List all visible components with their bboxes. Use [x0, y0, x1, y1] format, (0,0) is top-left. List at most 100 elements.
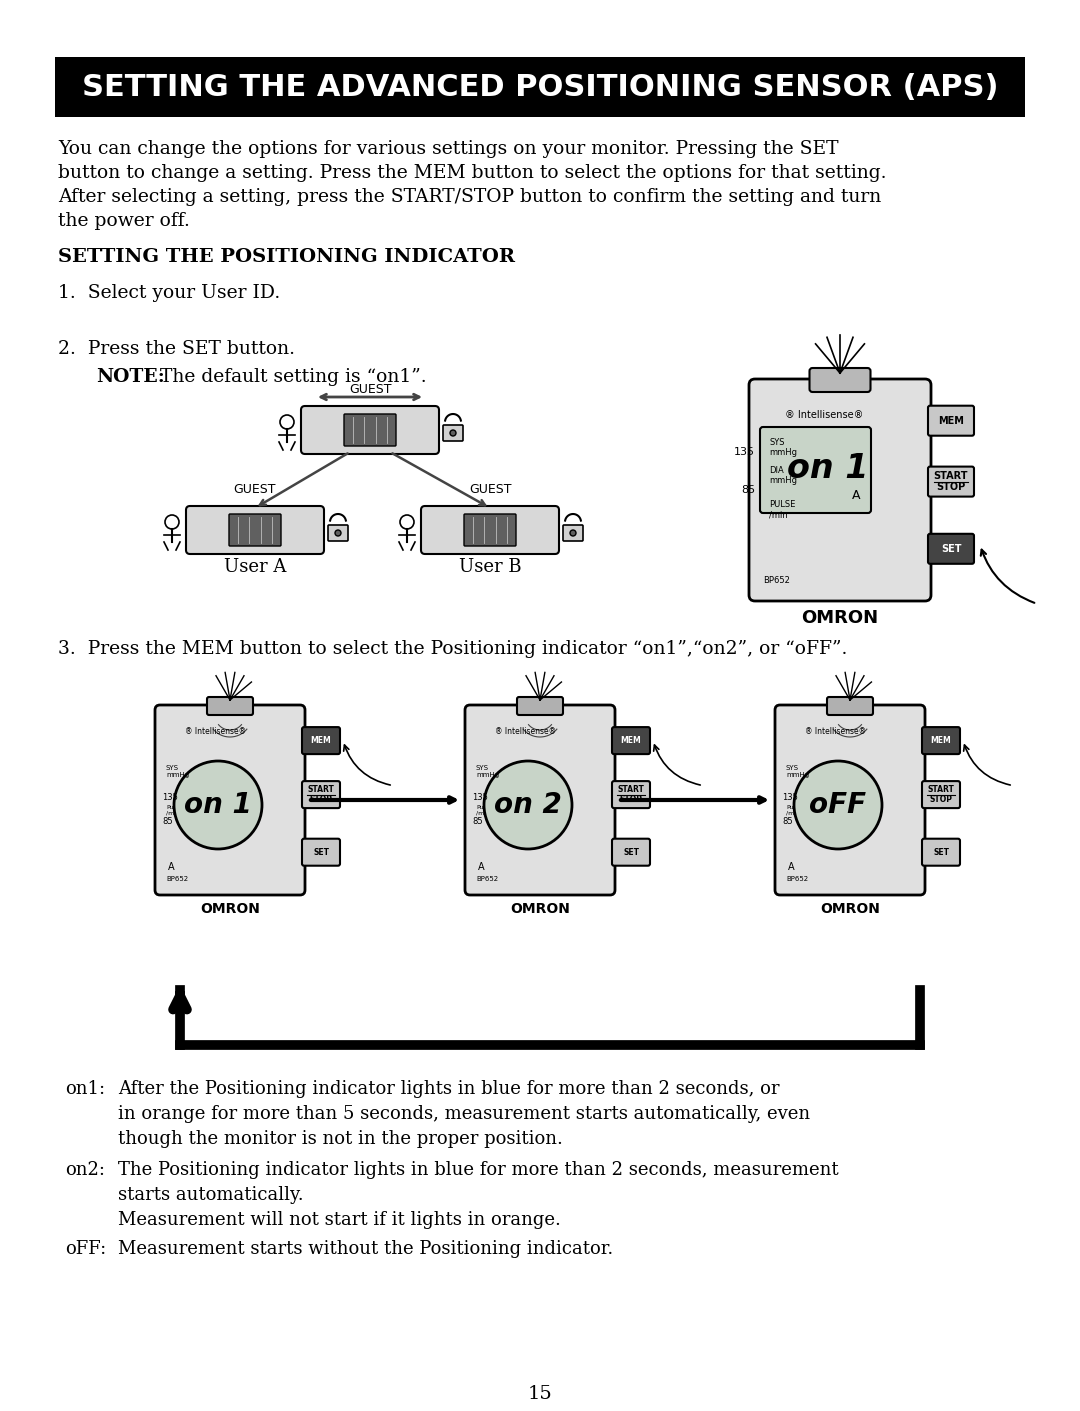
Text: A: A: [168, 862, 175, 872]
Text: ® Intellisense®: ® Intellisense®: [185, 728, 246, 737]
Text: START
STOP: START STOP: [618, 785, 645, 804]
Text: User B: User B: [459, 557, 522, 576]
Text: SYS
mmHg: SYS mmHg: [786, 766, 809, 779]
Text: BP652: BP652: [786, 876, 808, 882]
FancyBboxPatch shape: [421, 507, 559, 555]
Text: the power off.: the power off.: [58, 212, 190, 230]
Text: PULSE
/min: PULSE /min: [769, 499, 795, 519]
FancyBboxPatch shape: [302, 838, 340, 866]
Text: 85: 85: [162, 817, 173, 827]
FancyBboxPatch shape: [186, 507, 324, 555]
FancyBboxPatch shape: [922, 838, 960, 866]
FancyBboxPatch shape: [345, 413, 396, 446]
Text: BP652: BP652: [476, 876, 498, 882]
Text: After the Positioning indicator lights in blue for more than 2 seconds, or: After the Positioning indicator lights i…: [118, 1079, 780, 1098]
Text: 3.  Press the MEM button to select the Positioning indicator “on1”,“on2”, or “oF: 3. Press the MEM button to select the Po…: [58, 641, 848, 658]
Text: NOTE:: NOTE:: [96, 368, 165, 387]
Text: A: A: [478, 862, 485, 872]
FancyBboxPatch shape: [207, 697, 253, 715]
Text: A: A: [852, 490, 861, 502]
Circle shape: [794, 761, 882, 849]
FancyBboxPatch shape: [750, 380, 931, 601]
Text: BP652: BP652: [166, 876, 188, 882]
Bar: [55, 56, 1025, 117]
Circle shape: [400, 515, 414, 529]
Circle shape: [484, 761, 572, 849]
Text: The Positioning indicator lights in blue for more than 2 seconds, measurement: The Positioning indicator lights in blue…: [118, 1161, 839, 1180]
Text: in orange for more than 5 seconds, measurement starts automatically, even: in orange for more than 5 seconds, measu…: [118, 1105, 810, 1123]
Text: on 1: on 1: [787, 452, 868, 485]
Text: ® Intellisense®: ® Intellisense®: [805, 728, 866, 737]
Text: on2:: on2:: [65, 1161, 105, 1180]
Text: on 1: on 1: [184, 792, 252, 818]
Circle shape: [450, 430, 456, 436]
Text: MEM: MEM: [621, 737, 642, 745]
Text: START
STOP: START STOP: [308, 785, 335, 804]
FancyBboxPatch shape: [760, 428, 870, 514]
Text: OMRON: OMRON: [820, 902, 880, 916]
FancyBboxPatch shape: [302, 782, 340, 809]
Text: on1:: on1:: [65, 1079, 105, 1098]
FancyBboxPatch shape: [922, 727, 960, 753]
Text: MEM: MEM: [311, 737, 332, 745]
Text: oFF: oFF: [809, 792, 866, 818]
Text: 135: 135: [782, 793, 798, 803]
Text: User A: User A: [224, 557, 286, 576]
Text: OMRON: OMRON: [801, 610, 878, 626]
Circle shape: [165, 515, 179, 529]
FancyBboxPatch shape: [928, 533, 974, 564]
Text: 135: 135: [162, 793, 178, 803]
FancyBboxPatch shape: [928, 467, 974, 497]
Text: though the monitor is not in the proper position.: though the monitor is not in the proper …: [118, 1130, 563, 1149]
Text: button to change a setting. Press the MEM button to select the options for that : button to change a setting. Press the ME…: [58, 164, 887, 182]
FancyBboxPatch shape: [465, 706, 615, 895]
FancyBboxPatch shape: [810, 368, 870, 392]
Text: Pu.
/m: Pu. /m: [166, 804, 175, 816]
Text: SET: SET: [933, 848, 949, 856]
Text: oFF:: oFF:: [65, 1240, 106, 1259]
FancyBboxPatch shape: [928, 406, 974, 436]
Text: GUEST: GUEST: [233, 483, 276, 497]
FancyBboxPatch shape: [229, 514, 281, 546]
Circle shape: [174, 761, 262, 849]
FancyBboxPatch shape: [301, 406, 438, 454]
Text: ® Intellisense®: ® Intellisense®: [785, 411, 863, 420]
Text: 85: 85: [782, 817, 793, 827]
Text: 2.  Press the SET button.: 2. Press the SET button.: [58, 340, 295, 358]
FancyBboxPatch shape: [563, 525, 583, 540]
Text: A: A: [788, 862, 795, 872]
Circle shape: [570, 531, 576, 536]
Text: 85: 85: [472, 817, 483, 827]
FancyBboxPatch shape: [612, 782, 650, 809]
Text: Pu.
/m: Pu. /m: [786, 804, 796, 816]
Text: SETTING THE POSITIONING INDICATOR: SETTING THE POSITIONING INDICATOR: [58, 248, 515, 267]
Text: 135: 135: [472, 793, 488, 803]
Text: START
STOP: START STOP: [928, 785, 955, 804]
Text: MEM: MEM: [939, 416, 964, 426]
Text: SYS
mmHg: SYS mmHg: [476, 766, 499, 779]
Text: BP652: BP652: [762, 576, 789, 586]
Text: starts automatically.: starts automatically.: [118, 1187, 303, 1204]
Text: OMRON: OMRON: [510, 902, 570, 916]
Text: After selecting a setting, press the START/STOP button to confirm the setting an: After selecting a setting, press the STA…: [58, 188, 881, 206]
FancyBboxPatch shape: [922, 782, 960, 809]
FancyBboxPatch shape: [328, 525, 348, 540]
Text: GUEST: GUEST: [349, 382, 391, 396]
Text: ® Intellisense®: ® Intellisense®: [495, 728, 556, 737]
Text: SETTING THE ADVANCED POSITIONING SENSOR (APS): SETTING THE ADVANCED POSITIONING SENSOR …: [82, 72, 998, 102]
Text: Measurement starts without the Positioning indicator.: Measurement starts without the Positioni…: [118, 1240, 613, 1259]
Text: 85: 85: [741, 485, 755, 495]
Text: The default setting is “on1”.: The default setting is “on1”.: [154, 368, 427, 387]
Text: OMRON: OMRON: [200, 902, 260, 916]
Text: Pu.
/m: Pu. /m: [476, 804, 486, 816]
Text: You can change the options for various settings on your monitor. Pressing the SE: You can change the options for various s…: [58, 140, 838, 158]
Text: START
STOP: START STOP: [934, 471, 969, 492]
Text: SET: SET: [313, 848, 329, 856]
Text: 1.  Select your User ID.: 1. Select your User ID.: [58, 284, 280, 302]
FancyBboxPatch shape: [302, 727, 340, 753]
Text: on 2: on 2: [495, 792, 562, 818]
Text: 15: 15: [528, 1386, 552, 1403]
Text: DIA
mmHg: DIA mmHg: [769, 466, 797, 485]
Text: SET: SET: [623, 848, 639, 856]
FancyBboxPatch shape: [517, 697, 563, 715]
